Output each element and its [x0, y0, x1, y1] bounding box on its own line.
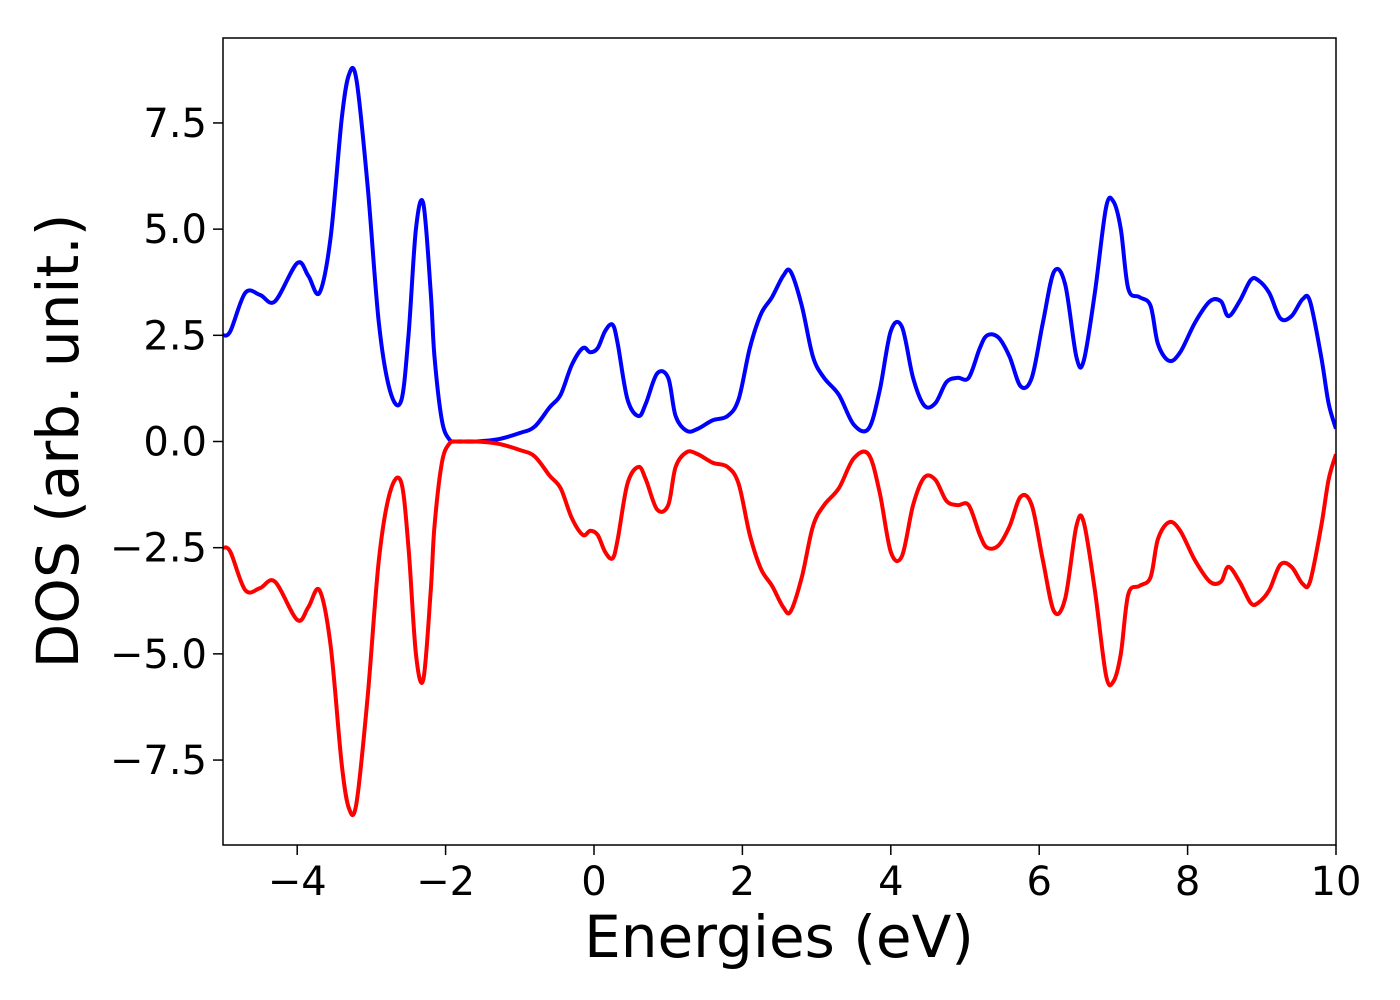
- y-tick-label: 0.0: [143, 420, 207, 466]
- x-tick-label: −4: [268, 859, 327, 905]
- y-tick-label: 5.0: [143, 207, 207, 253]
- y-tick-label: −2.5: [110, 526, 207, 572]
- x-tick-label: 8: [1175, 859, 1200, 905]
- x-tick-label: 2: [730, 859, 755, 905]
- x-tick-label: 6: [1026, 859, 1051, 905]
- y-tick-label: 7.5: [143, 101, 207, 147]
- series-line-up: [223, 65, 1336, 444]
- x-tick-label: 10: [1311, 859, 1362, 905]
- x-tick-label: 4: [878, 859, 903, 905]
- y-tick-label: 2.5: [143, 313, 207, 359]
- series-line-down: [223, 439, 1336, 818]
- x-axis-label: Energies (eV): [584, 903, 974, 971]
- x-axis: −4 −2 0 2 4 6 8 10: [268, 845, 1362, 905]
- y-tick-label: −7.5: [110, 738, 207, 784]
- x-tick-label: −2: [416, 859, 475, 905]
- y-axis: 7.5 5.0 2.5 0.0 −2.5 −5.0 −7.5: [110, 101, 223, 784]
- x-tick-label: 0: [581, 859, 606, 905]
- y-axis-label: DOS (arb. unit.): [24, 214, 92, 669]
- y-tick-label: −5.0: [110, 632, 207, 678]
- plot-area-frame: [222, 37, 1337, 846]
- series-layer: [223, 65, 1336, 818]
